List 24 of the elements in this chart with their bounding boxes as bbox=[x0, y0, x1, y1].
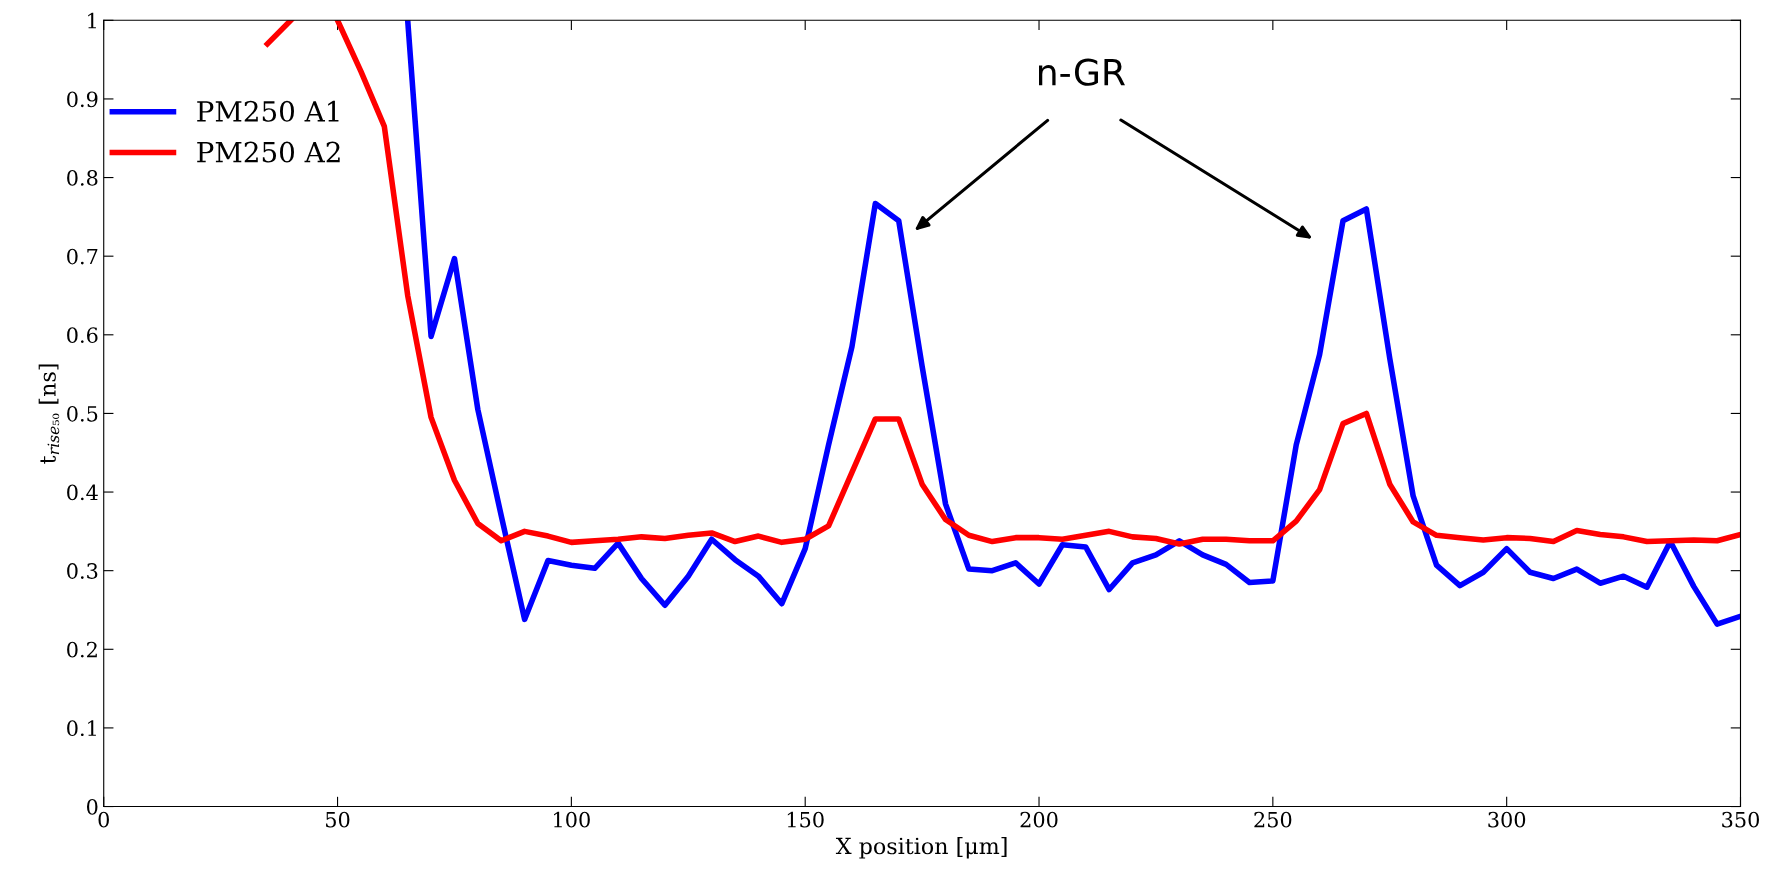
y-tick-label: 0.4 bbox=[67, 484, 98, 501]
x-tick-label: 350 bbox=[1722, 811, 1759, 828]
x-tick-label: 0 bbox=[98, 811, 109, 828]
x-axis-title: X position [μm] bbox=[835, 837, 1007, 859]
x-tick-label: 100 bbox=[554, 811, 590, 828]
y-tick-label: 0.5 bbox=[67, 405, 98, 422]
x-tick-label: 250 bbox=[1254, 811, 1292, 828]
y-tick-label: 1 bbox=[88, 12, 96, 29]
legend-label: PM250 A1 bbox=[197, 100, 339, 122]
y-tick-label: 0 bbox=[86, 798, 98, 815]
x-tick-label: 150 bbox=[787, 811, 824, 828]
x-tick-label: 200 bbox=[1020, 811, 1058, 828]
legend-label: PM250 A2 bbox=[197, 141, 340, 163]
y-tick-label: 0.7 bbox=[67, 248, 98, 265]
y-tick-label: 0.8 bbox=[67, 170, 98, 186]
annotation: n-GR bbox=[1039, 58, 1125, 86]
y-axis-title: t$_{rise₅₀}$ [ns] bbox=[38, 364, 60, 464]
y-tick-label: 0.2 bbox=[67, 641, 97, 658]
x-tick-label: 50 bbox=[326, 811, 350, 828]
y-tick-label: 0.6 bbox=[67, 327, 98, 344]
y-tick-label: 0.1 bbox=[67, 720, 96, 737]
x-tick-label: 300 bbox=[1488, 811, 1526, 828]
y-tick-label: 0.3 bbox=[67, 563, 98, 579]
y-tick-label: 0.9 bbox=[67, 91, 98, 108]
